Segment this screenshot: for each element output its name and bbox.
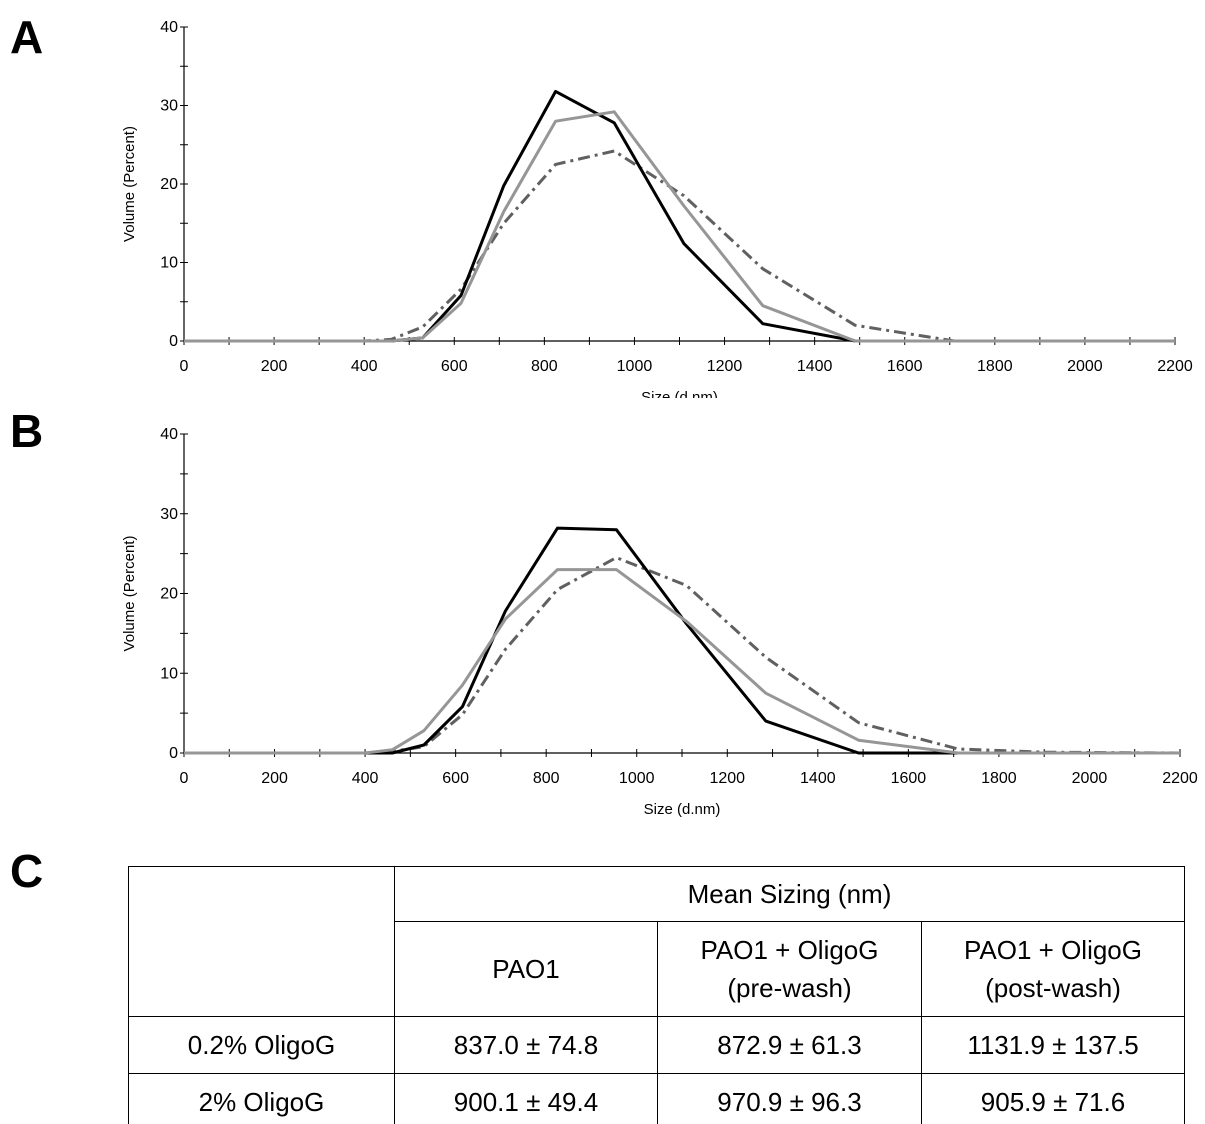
y-tick-label: 20 <box>160 176 178 193</box>
x-axis-title: Size (d.nm) <box>644 801 721 818</box>
y-tick-label: 10 <box>160 665 178 682</box>
table-cell: 837.0 ± 74.8 <box>394 1016 658 1074</box>
table-row: 0.2% OligoG 837.0 ± 74.8 872.9 ± 61.3 11… <box>128 1016 1185 1074</box>
table-cell: 1131.9 ± 137.5 <box>921 1016 1185 1074</box>
x-tick-label: 1600 <box>891 770 927 787</box>
column-header-pao1: PAO1 <box>394 921 658 1017</box>
panel-label-a: A <box>10 11 44 63</box>
table-cell: 905.9 ± 71.6 <box>921 1073 1185 1124</box>
row-label: 0.2% OligoG <box>128 1016 395 1074</box>
y-tick-label: 40 <box>160 426 178 443</box>
x-tick-label: 200 <box>261 358 288 375</box>
x-tick-label: 400 <box>351 358 378 375</box>
x-tick-label: 2000 <box>1072 770 1108 787</box>
x-tick-label: 1800 <box>977 358 1013 375</box>
x-tick-label: 1200 <box>707 358 743 375</box>
x-tick-label: 400 <box>352 770 379 787</box>
x-tick-label: 200 <box>261 770 288 787</box>
x-tick-label: 1400 <box>797 358 833 375</box>
y-tick-label: 40 <box>160 19 178 36</box>
x-tick-label: 1400 <box>800 770 836 787</box>
table-row: 2% OligoG 900.1 ± 49.4 970.9 ± 96.3 905.… <box>128 1073 1185 1124</box>
x-tick-label: 1000 <box>617 358 653 375</box>
x-tick-label: 1000 <box>619 770 655 787</box>
series-line-1 <box>184 526 1180 755</box>
x-tick-label: 0 <box>180 770 189 787</box>
x-tick-label: 1600 <box>887 358 923 375</box>
y-tick-label: 10 <box>160 255 178 272</box>
row-label: 2% OligoG <box>128 1073 395 1124</box>
x-tick-label: 0 <box>180 358 189 375</box>
x-axis-title: Size (d.nm) <box>641 389 718 398</box>
x-tick-label: 2200 <box>1157 358 1193 375</box>
x-tick-label: 600 <box>441 358 468 375</box>
series-line-3 <box>184 556 1181 755</box>
mean-sizing-table: Mean Sizing (nm) PAO1 PAO1 + OligoG (pre-… <box>128 866 1185 1124</box>
panel-label-c: C <box>10 845 44 897</box>
table-cell: 900.1 ± 49.4 <box>394 1073 658 1124</box>
column-header-pre-wash: PAO1 + OligoG (pre-wash) <box>657 921 922 1017</box>
y-tick-label: 30 <box>160 506 178 523</box>
series-line-2 <box>184 568 1180 755</box>
x-tick-label: 1200 <box>709 770 745 787</box>
y-axis-title: Volume (Percent) <box>121 536 138 652</box>
x-tick-label: 600 <box>442 770 469 787</box>
y-tick-label: 0 <box>169 333 178 350</box>
series-line-2 <box>184 110 1175 343</box>
x-tick-label: 1800 <box>981 770 1017 787</box>
series-line-1 <box>184 89 1175 343</box>
y-tick-label: 0 <box>169 745 178 762</box>
series-line-3 <box>184 149 1175 343</box>
y-tick-label: 20 <box>160 586 178 603</box>
y-tick-label: 30 <box>160 98 178 115</box>
x-tick-label: 800 <box>531 358 558 375</box>
table-group-header: Mean Sizing (nm) <box>394 866 1185 922</box>
table-c-wrapper: Mean Sizing (nm) PAO1 PAO1 + OligoG (pre-… <box>0 866 1205 1124</box>
x-tick-label: 2200 <box>1162 770 1198 787</box>
column-header-post-wash: PAO1 + OligoG (post-wash) <box>921 921 1185 1017</box>
table-cell: 970.9 ± 96.3 <box>657 1073 922 1124</box>
panel-label-b: B <box>10 405 44 457</box>
x-tick-label: 800 <box>533 770 560 787</box>
x-tick-label: 2000 <box>1067 358 1103 375</box>
table-cell: 872.9 ± 61.3 <box>657 1016 922 1074</box>
y-axis-title: Volume (Percent) <box>121 126 138 242</box>
table-corner-cell <box>128 866 395 1017</box>
